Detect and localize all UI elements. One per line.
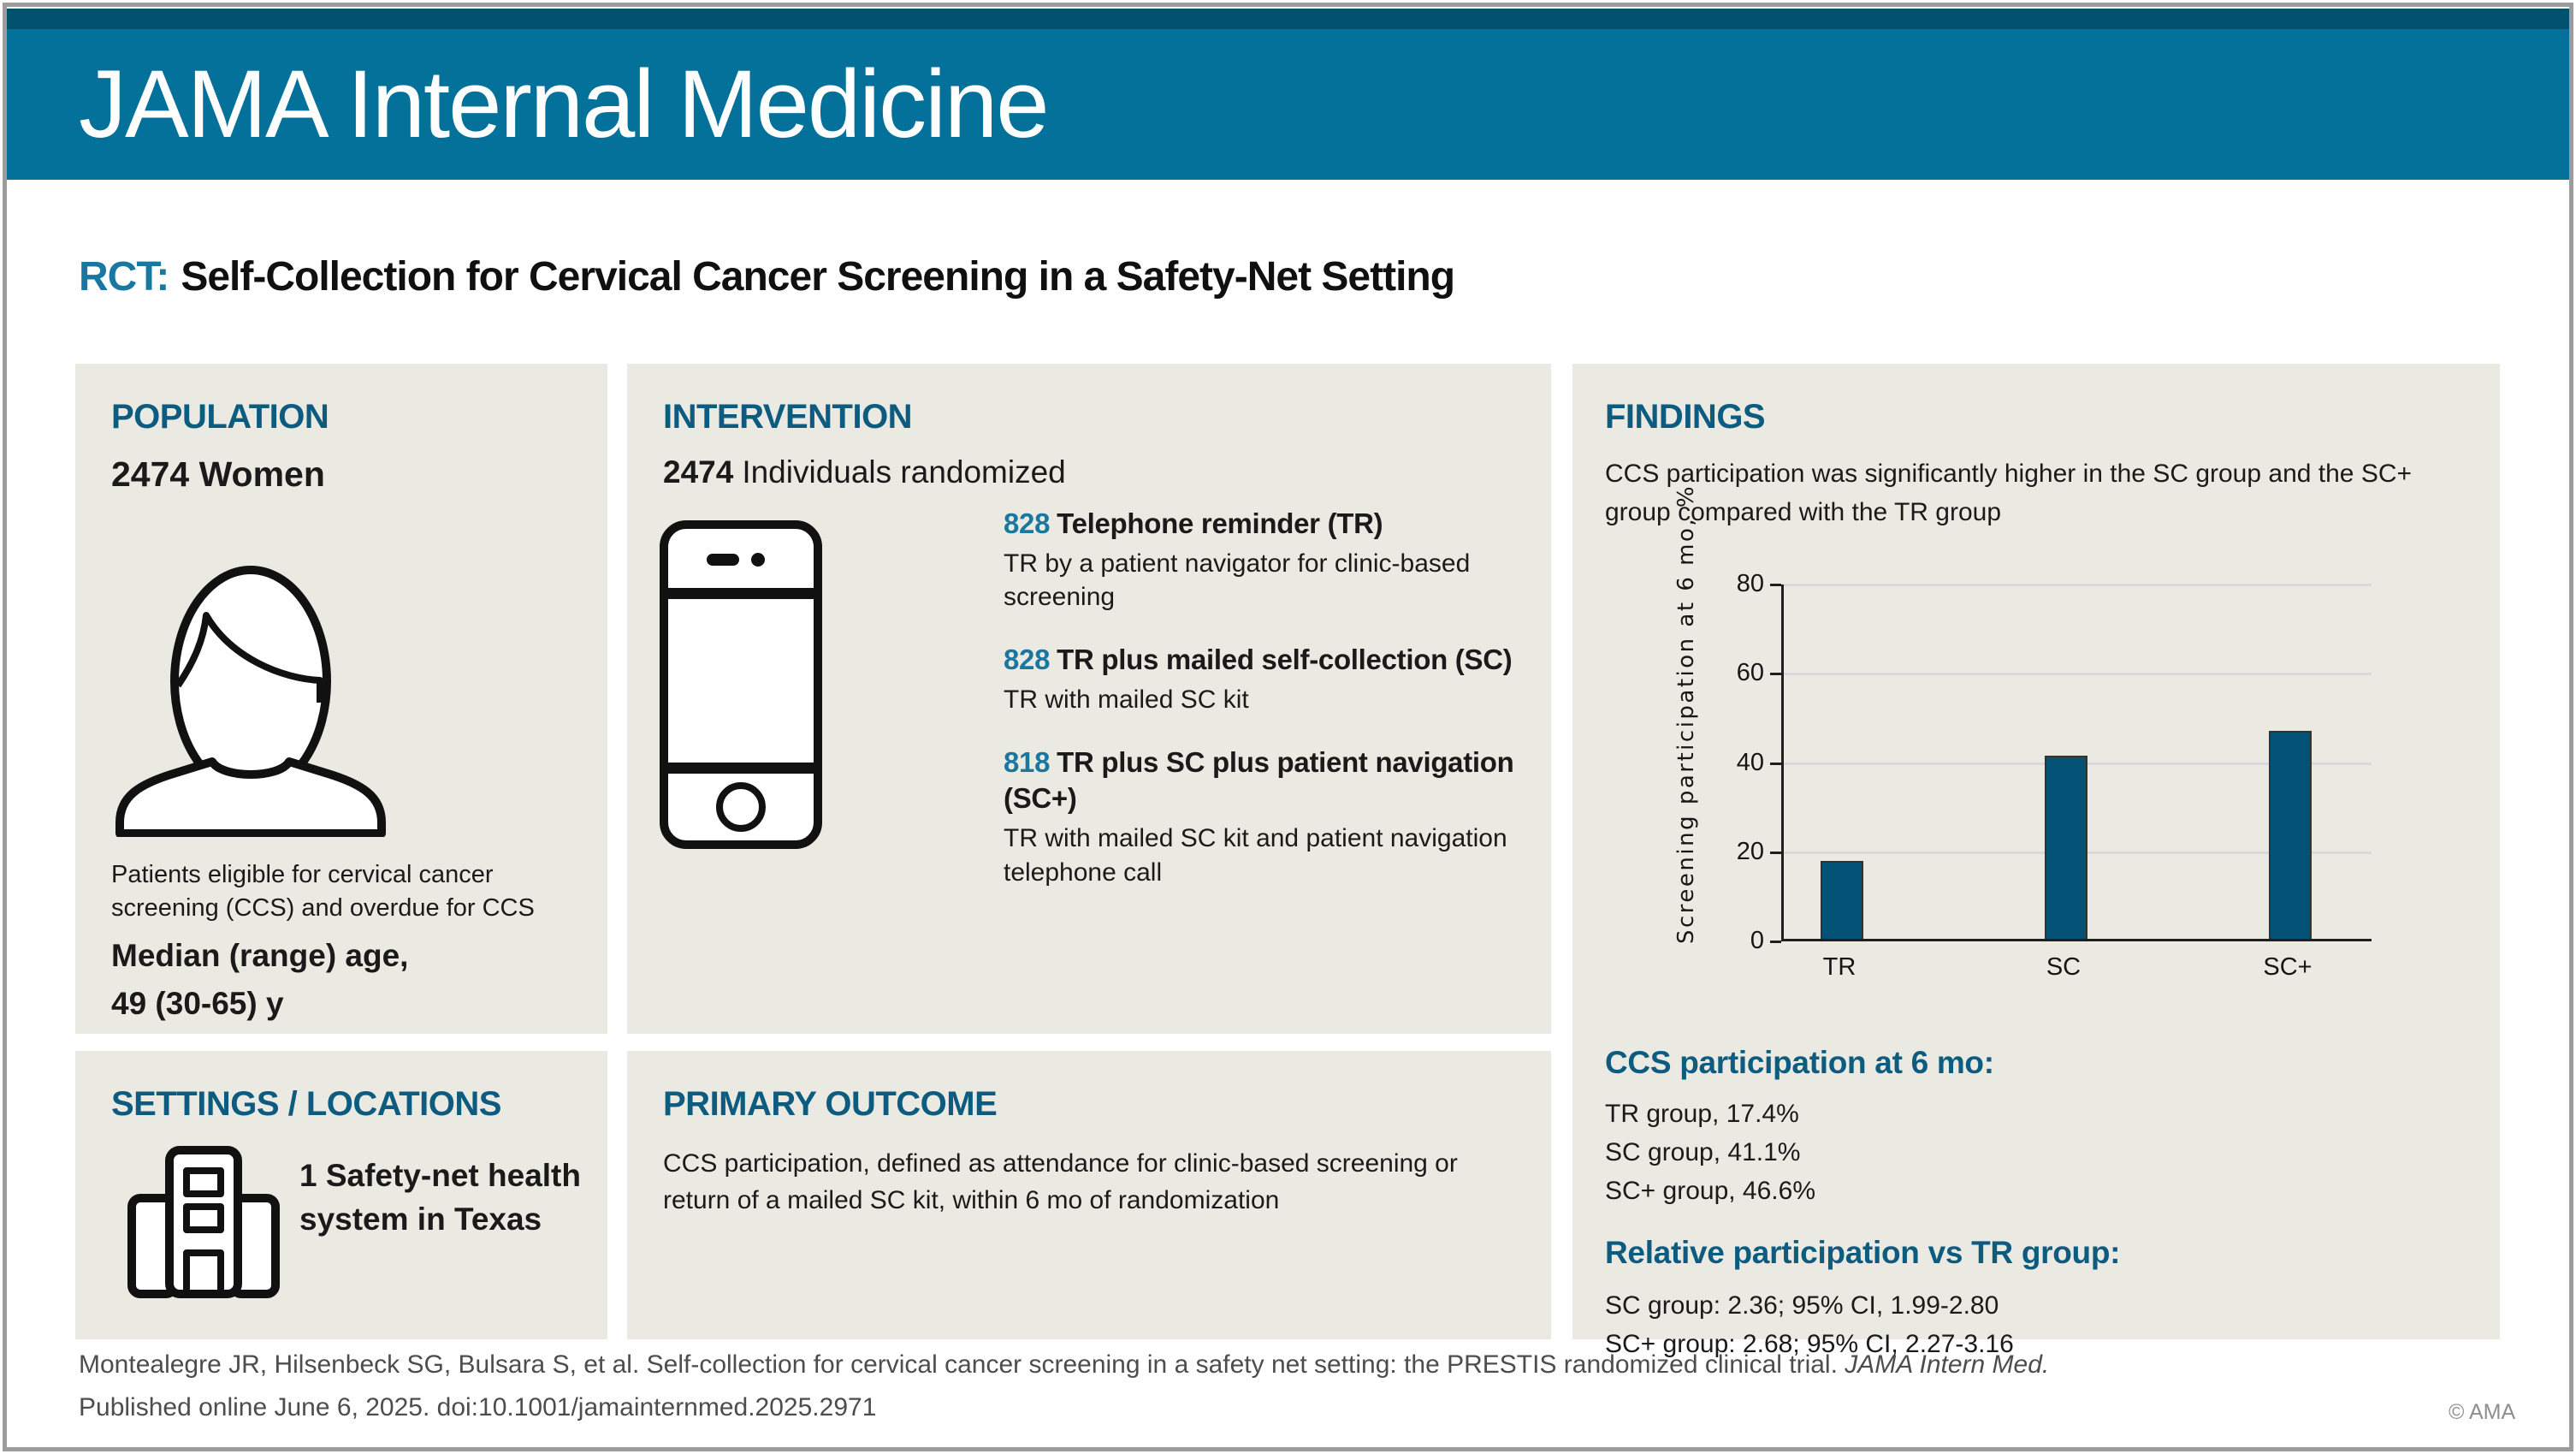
findings-heading: FINDINGS — [1605, 398, 1766, 436]
arm-sc-n: 828 — [1004, 644, 1051, 676]
chart-y-tick-mark — [1770, 851, 1781, 854]
primary-outcome-panel: PRIMARY OUTCOME CCS participation, defin… — [627, 1051, 1551, 1339]
arm-sc-plus-description: TR with mailed SC kit and patient naviga… — [1004, 824, 1507, 887]
population-description: Patients eligible for cervical cancer sc… — [111, 861, 535, 923]
arm-sc-plus-title: 818 TR plus SC plus patient navigation (S… — [1004, 745, 1514, 815]
study-title-text: Self-Collection for Cervical Cancer Scre… — [181, 254, 1455, 300]
chart-y-tick-label: 20 — [1736, 837, 1764, 865]
chart-y-tick-mark — [1770, 673, 1781, 676]
arm-tr: 828 Telephone reminder (TR) TR by a patie… — [1004, 506, 1538, 614]
settings-heading: SETTINGS / LOCATIONS — [111, 1085, 501, 1123]
findings-panel: FINDINGS CCS participation was significa… — [1572, 364, 2500, 1358]
participation-bar-chart: Screening participation at 6 mo, % 0 20 40… — [1572, 484, 2500, 1014]
population-panel: POPULATION 2474 Women Patients eligible … — [75, 364, 607, 1034]
settings-panel: SETTINGS / LOCATIONS 1 Safety-net health… — [75, 1051, 607, 1339]
arm-tr-title: 828 Telephone reminder (TR) — [1004, 507, 1383, 539]
chart-y-tick-mark — [1770, 762, 1781, 765]
relative-line-sc: SC group: 2.36; 95% CI, 1.99-2.80 — [1605, 1291, 1999, 1320]
page-border — [3, 3, 2573, 1451]
primary-outcome-heading: PRIMARY OUTCOME — [663, 1085, 998, 1123]
participation-line-scp: SC+ group, 46.6% — [1605, 1177, 1815, 1205]
arm-sc: 828 TR plus mailed self-collection (SC) T… — [1004, 642, 1538, 716]
population-heading: POPULATION — [111, 398, 329, 436]
arm-sc-description: TR with mailed SC kit — [1004, 685, 1249, 714]
arm-sc-plus-n: 818 — [1004, 745, 1051, 778]
participation-heading: CCS participation at 6 mo: — [1605, 1045, 1994, 1080]
findings-summary: CCS participation was significantly high… — [1605, 460, 2413, 526]
intervention-panel: INTERVENTION 2474 Individuals randomized … — [627, 364, 1551, 1034]
phone-icon — [659, 519, 823, 854]
chart-x-category-label: SC+ — [2263, 953, 2312, 981]
copyright-mark: © AMA — [2449, 1400, 2516, 1424]
chart-y-tick-label: 40 — [1736, 748, 1764, 776]
arm-sc-plus: 818 TR plus SC plus patient navigation (S… — [1004, 745, 1538, 890]
chart-y-tick-mark — [1770, 584, 1781, 586]
chart-gridline — [1784, 584, 2372, 586]
chart-y-tick-mark — [1770, 941, 1781, 943]
intervention-arms: 828 Telephone reminder (TR) TR by a patie… — [1004, 506, 1538, 917]
journal-banner: JAMA Internal Medicine — [7, 29, 2569, 180]
chart-x-category-label: SC — [2046, 953, 2082, 981]
citation-text: Montealegre JR, Hilsenbeck SG, Bulsara S… — [79, 1350, 1845, 1379]
journal-title: JAMA Internal Medicine — [79, 50, 1050, 157]
participation-lines: TR group, 17.4% SC group, 41.1% SC+ grou… — [1605, 1095, 1815, 1210]
relative-heading: Relative participation vs TR group: — [1605, 1235, 2121, 1270]
woman-icon — [110, 542, 392, 841]
chart-y-tick-label: 60 — [1736, 659, 1764, 687]
population-age-line2: 49 (30-65) y — [111, 985, 284, 1021]
relative-line-scp: SC+ group: 2.68; 95% CI, 2.27-3.16 — [1605, 1330, 2014, 1358]
population-age: Median (range) age, 49 (30-65) y — [111, 932, 408, 1027]
participation-line-tr: TR group, 17.4% — [1605, 1100, 1799, 1128]
building-icon — [125, 1145, 282, 1303]
population-age-line1: Median (range) age, — [111, 938, 409, 973]
study-type-tag: RCT: — [79, 254, 169, 300]
chart-y-tick-label: 80 — [1736, 570, 1764, 597]
chart-x-category-label: TR — [1822, 953, 1856, 981]
chart-y-tick-label: 0 — [1750, 927, 1764, 954]
chart-bar-sc-plus — [2269, 731, 2312, 939]
chart-bar-sc — [2045, 755, 2087, 939]
primary-outcome-text: CCS participation, defined as attendance… — [663, 1149, 1458, 1215]
chart-plot-area — [1781, 584, 2372, 941]
arm-sc-title: 828 TR plus mailed self-collection (SC) — [1004, 644, 1513, 676]
relative-lines: SC group: 2.36; 95% CI, 1.99-2.80 SC+ gr… — [1605, 1286, 2014, 1363]
settings-text: 1 Safety-net health system in Texas — [299, 1158, 581, 1237]
header-top-strip — [7, 9, 2569, 29]
study-title: RCT: Self-Collection for Cervical Cancer … — [79, 253, 1455, 300]
chart-gridline — [1784, 673, 2372, 676]
participation-line-sc: SC group, 41.1% — [1605, 1138, 1801, 1166]
citation-line: Montealegre JR, Hilsenbeck SG, Bulsara S… — [79, 1350, 2049, 1380]
intervention-heading: INTERVENTION — [663, 398, 913, 436]
intervention-count-line: 2474 Individuals randomized — [663, 454, 1066, 490]
published-line: Published online June 6, 2025. doi:10.10… — [79, 1393, 877, 1421]
arm-tr-description: TR by a patient navigator for clinic-bas… — [1004, 549, 1471, 612]
intervention-count: 2474 — [663, 454, 734, 490]
chart-bar-tr — [1821, 861, 1863, 939]
population-count: 2474 Women — [111, 454, 325, 494]
citation-journal: JAMA Intern Med. — [1845, 1350, 2050, 1379]
arm-tr-n: 828 — [1004, 507, 1051, 539]
intervention-count-label: Individuals randomized — [742, 454, 1066, 490]
